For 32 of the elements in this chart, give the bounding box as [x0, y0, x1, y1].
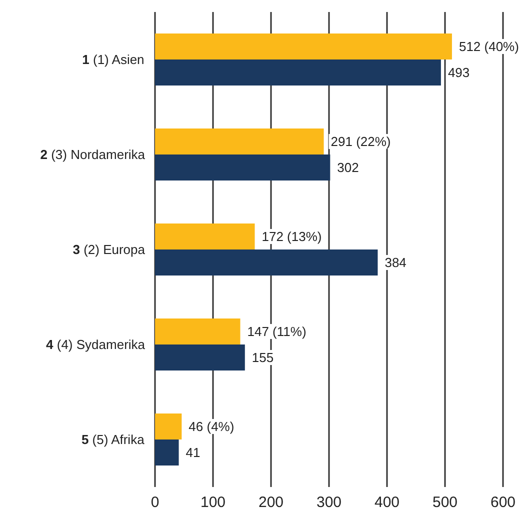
data-label: 302: [337, 160, 359, 175]
bar: [155, 128, 324, 154]
x-tick-label: 600: [490, 494, 516, 511]
x-tick-label: 0: [150, 494, 160, 511]
y-tick-label: 3 (2) Europa: [72, 242, 146, 257]
y-tick-label: 2 (3) Nordamerika: [40, 147, 146, 162]
x-tick-label: 200: [258, 494, 284, 511]
y-tick-label: 5 (5) Afrika: [81, 432, 146, 447]
data-label: 512 (40%): [458, 39, 519, 54]
bar: [155, 414, 182, 440]
bar: [155, 318, 240, 344]
data-label: 172 (13%): [262, 229, 322, 244]
bar: [155, 224, 255, 250]
bar: [155, 34, 452, 60]
bar: [155, 250, 378, 276]
x-tick-label: 100: [200, 494, 226, 511]
y-tick-label: 1 (1) Asien: [82, 52, 144, 67]
data-label: 493: [448, 65, 470, 80]
data-label: 41: [186, 445, 200, 460]
bar: [155, 154, 330, 180]
bar: [155, 440, 179, 466]
x-tick-label: 500: [432, 494, 458, 511]
data-label: 155: [252, 350, 274, 365]
bar: [155, 344, 245, 370]
bar: [155, 60, 441, 86]
data-label: 384: [384, 255, 406, 270]
y-tick-label: 4 (4) Sydamerika: [46, 337, 146, 352]
data-label: 291 (22%): [330, 134, 391, 149]
data-label: 46 (4%): [188, 419, 234, 434]
x-tick-label: 400: [374, 494, 400, 511]
data-label: 147 (11%): [247, 324, 306, 339]
x-tick-label: 300: [316, 494, 342, 511]
